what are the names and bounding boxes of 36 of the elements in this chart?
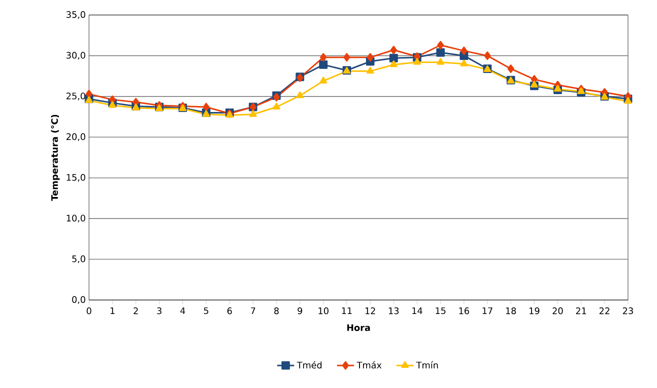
x-tick-label: 11 xyxy=(342,307,352,314)
x-tick-label: 10 xyxy=(318,307,328,314)
x-tick-label: 7 xyxy=(250,307,256,314)
y-tick-label: 10,0 xyxy=(66,214,86,222)
y-axis-title: Temperatura (°C) xyxy=(50,114,60,201)
x-tick-label: 18 xyxy=(506,307,516,314)
x-axis-title: Hora xyxy=(347,324,370,332)
x-tick-label: 12 xyxy=(366,307,376,314)
x-tick-label: 22 xyxy=(600,307,610,314)
x-tick-label: 8 xyxy=(274,307,279,314)
x-tick-label: 16 xyxy=(459,307,470,314)
y-tick-label: 30,0 xyxy=(66,52,86,60)
x-tick-label: 2 xyxy=(134,307,138,314)
x-tick-label: 3 xyxy=(157,307,162,314)
x-tick-label: 14 xyxy=(412,307,422,314)
x-tick-label: 23 xyxy=(622,307,633,314)
y-tick-label: 35,0 xyxy=(66,11,86,19)
legend-label: Tméd xyxy=(296,361,322,368)
y-tick-label: 15,0 xyxy=(66,174,86,182)
x-tick-label: 20 xyxy=(552,307,563,314)
x-tick-label: 17 xyxy=(482,307,492,314)
x-tick-label: 5 xyxy=(204,307,208,314)
x-tick-label: 4 xyxy=(180,307,186,314)
x-tick-label: 1 xyxy=(110,307,114,314)
x-tick-label: 6 xyxy=(227,307,232,314)
legend-label: Tmín xyxy=(416,361,438,368)
y-tick-label: 5,0 xyxy=(72,255,86,264)
x-tick-label: 0 xyxy=(86,307,92,314)
y-tick-label: 20,0 xyxy=(66,133,86,141)
x-tick-label: 9 xyxy=(298,307,302,314)
x-tick-label: 15 xyxy=(436,307,446,314)
x-tick-label: 19 xyxy=(530,307,540,314)
x-tick-label: 13 xyxy=(388,307,399,314)
x-tick-label: 21 xyxy=(576,307,586,314)
legend-label: Tmáx xyxy=(356,361,382,368)
y-tick-label: 0,0 xyxy=(72,296,86,304)
